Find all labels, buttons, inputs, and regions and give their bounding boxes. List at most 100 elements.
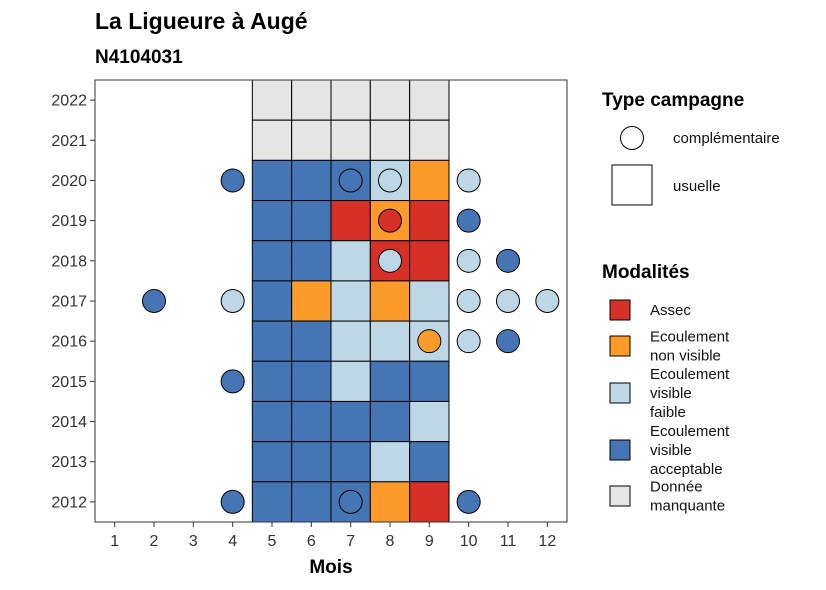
tile-2017-7: [330, 280, 371, 322]
y-tick-label: 2017: [51, 294, 87, 311]
tile-2015-7: [330, 360, 371, 402]
tile-2019-6: [291, 200, 332, 242]
y-tick-label: 2022: [51, 93, 87, 110]
y-tick-label: 2020: [51, 173, 87, 190]
tile-2019-7: [330, 200, 371, 242]
modality-legend-swatch: [609, 382, 631, 404]
y-tick-label: 2015: [51, 374, 87, 391]
x-tick-label: 9: [425, 533, 434, 550]
tile-2020-9: [409, 159, 450, 202]
x-tick-label: 4: [228, 533, 237, 550]
tile-2017-8: [369, 280, 411, 322]
modality-legend-swatch: [609, 335, 631, 357]
x-tick-label: 12: [538, 533, 556, 550]
tile-2021-5: [251, 119, 293, 161]
tile-2022-9: [409, 79, 450, 121]
y-tick-label: 2019: [51, 213, 87, 230]
tile-2015-6: [291, 360, 332, 402]
modality-legend-label: Ecoulement visible acceptable: [650, 423, 730, 478]
dot-2020-10: [456, 168, 481, 193]
modality-legend-title: Modalités: [602, 262, 690, 283]
tile-2012-9: [409, 481, 450, 523]
tile-2018-5: [251, 240, 293, 282]
x-tick-label: 2: [150, 533, 159, 550]
campaign-legend-label-complementaire: complémentaire: [673, 130, 780, 147]
x-tick-label: 5: [268, 533, 277, 550]
dot-2017-11: [496, 289, 520, 313]
campaign-legend-square-key: [611, 164, 653, 206]
tile-2021-9: [409, 119, 450, 161]
tile-2015-8: [369, 360, 411, 402]
usual-campaign-tiles: [251, 79, 450, 523]
modality-legend-label: Ecoulement visible faible: [650, 366, 730, 421]
y-tick-label: 2014: [51, 414, 87, 431]
dot-2019-8: [378, 208, 402, 233]
tile-2014-6: [291, 400, 332, 443]
tile-2021-7: [330, 119, 371, 161]
tile-2022-5: [251, 79, 293, 121]
dot-2016-11: [496, 329, 520, 354]
modality-legend-label: Donnée manquante: [650, 479, 725, 515]
x-tick-label: 6: [307, 533, 316, 550]
tile-2014-7: [330, 400, 371, 443]
tile-2016-6: [291, 320, 332, 362]
tile-2015-5: [251, 360, 293, 402]
dot-2020-8: [378, 168, 402, 193]
campaign-legend-circle-key: [620, 126, 644, 150]
x-tick-label: 8: [386, 533, 395, 550]
x-tick-label: 3: [189, 533, 198, 550]
dot-2017-4: [220, 289, 245, 313]
x-axis: 1 2 3 4 5 6 7 8 9 10 11 12: [110, 522, 556, 550]
dot-2016-10: [456, 329, 481, 354]
tile-2020-6: [291, 159, 332, 202]
dot-2017-12: [535, 289, 560, 313]
dot-2012-7: [338, 489, 363, 514]
dot-2019-10: [456, 208, 481, 233]
tile-2022-7: [330, 79, 371, 121]
tile-2021-8: [369, 119, 411, 161]
chart-subtitle: N4104031: [95, 47, 183, 68]
tile-2022-8: [369, 79, 411, 121]
tile-2013-9: [409, 441, 450, 483]
tile-2013-5: [251, 441, 293, 483]
modality-legend-label: Ecoulement non visible: [650, 329, 730, 365]
x-tick-label: 1: [110, 533, 119, 550]
dot-2020-4: [220, 168, 245, 193]
tile-2012-8: [369, 481, 411, 523]
tile-2013-7: [330, 441, 371, 483]
tile-2016-5: [251, 320, 293, 362]
tile-2016-8: [369, 320, 411, 362]
x-tick-label: 11: [500, 533, 517, 550]
tile-2016-7: [330, 320, 371, 362]
dot-2012-4: [220, 489, 245, 514]
dot-2017-2: [142, 289, 166, 313]
tile-2020-5: [251, 159, 293, 202]
y-tick-label: 2021: [51, 133, 87, 150]
modality-legend-swatch: [609, 439, 631, 461]
dot-2015-4: [220, 369, 245, 394]
tile-2019-9: [409, 200, 450, 242]
tile-2022-6: [291, 79, 332, 121]
dot-2012-10: [456, 489, 481, 514]
campaign-legend-label-usuelle: usuelle: [673, 178, 721, 195]
y-tick-label: 2018: [51, 253, 87, 270]
dot-2018-8: [378, 248, 402, 273]
tile-2014-8: [369, 400, 411, 443]
dot-2018-10: [456, 248, 481, 273]
y-tick-label: 2016: [51, 334, 87, 351]
tile-2013-6: [291, 441, 332, 483]
x-axis-title: Mois: [309, 557, 352, 578]
tile-2017-9: [409, 280, 450, 322]
x-tick-label: 7: [346, 533, 355, 550]
dot-2016-9: [417, 329, 442, 354]
modality-legend-label: Assec: [650, 302, 691, 319]
dot-2017-10: [456, 289, 481, 313]
complementary-campaign-dots: [142, 168, 560, 514]
tile-2012-6: [291, 481, 332, 523]
campaign-legend-title: Type campagne: [602, 90, 744, 111]
tile-2014-9: [409, 400, 450, 443]
dot-2020-7: [338, 168, 363, 193]
tile-2014-5: [251, 400, 293, 443]
